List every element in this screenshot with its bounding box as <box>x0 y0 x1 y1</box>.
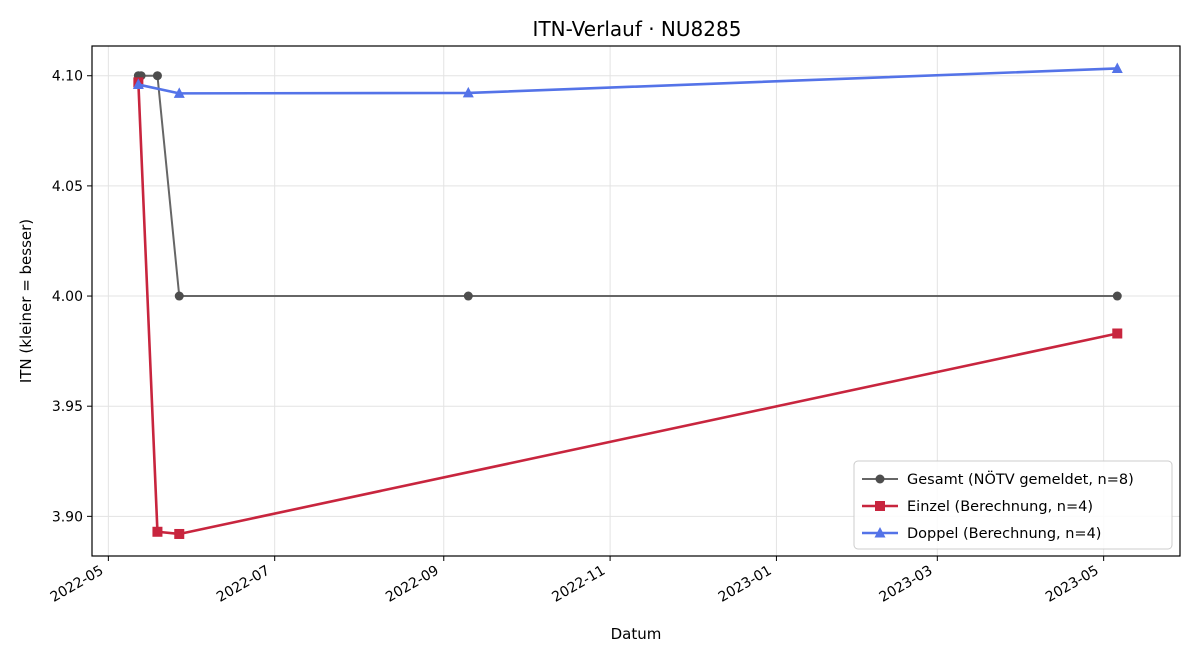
square-point <box>174 528 185 539</box>
y-tick-label: 4.00 <box>52 289 83 305</box>
y-axis-ticks: 3.90 3.95 4.00 4.05 4.10 <box>52 69 92 525</box>
series-layer <box>132 62 1123 539</box>
circle-point <box>463 291 473 301</box>
series-3 <box>132 62 1123 98</box>
legend-entry: Doppel (Berechnung, n=4) <box>862 526 1101 542</box>
x-tick-label: 2023-05 <box>1043 563 1102 606</box>
x-tick-label: 2023-03 <box>877 563 936 606</box>
series-line <box>137 82 1118 536</box>
series-line <box>138 67 1118 95</box>
legend-label: Gesamt (NÖTV gemeldet, n=8) <box>907 470 1134 488</box>
triangle-point <box>462 86 474 98</box>
square-point <box>152 526 163 537</box>
x-axis-label: Datum <box>611 625 662 643</box>
x-tick-label: 2022-05 <box>48 563 107 606</box>
series-1 <box>133 71 1122 301</box>
y-tick-label: 3.90 <box>52 509 83 525</box>
legend-box <box>853 460 1173 550</box>
y-tick-label: 3.95 <box>52 399 83 415</box>
legend-marker <box>875 474 885 484</box>
x-tick-label: 2023-01 <box>716 563 775 606</box>
legend-marker <box>875 501 885 511</box>
triangle-point <box>1111 62 1123 73</box>
legend-label: Doppel (Berechnung, n=4) <box>907 526 1101 542</box>
y-axis-label: ITN (kleiner = besser) <box>17 219 35 383</box>
chart-title: ITN-Verlauf · NU8285 <box>533 17 742 41</box>
triangle-point <box>132 78 144 90</box>
circle-point <box>174 291 184 301</box>
x-tick-label: 2022-07 <box>214 563 273 606</box>
circle-point <box>1112 291 1122 301</box>
legend-marker <box>874 527 886 538</box>
legend-entry: Einzel (Berechnung, n=4) <box>862 499 1093 515</box>
x-tick-label: 2022-11 <box>549 563 608 606</box>
legend: Gesamt (NÖTV gemeldet, n=8) Einzel (Berec… <box>853 460 1173 550</box>
x-tick-label: 2022-09 <box>383 563 442 606</box>
y-tick-label: 4.05 <box>52 179 83 195</box>
plot-area-frame <box>91 45 1181 557</box>
triangle-point <box>173 87 185 98</box>
y-tick-label: 4.10 <box>52 69 83 85</box>
legend-entry: Gesamt (NÖTV gemeldet, n=8) <box>862 470 1134 488</box>
circle-point <box>152 71 162 81</box>
square-point <box>1112 328 1123 339</box>
x-axis-ticks: 2022-05 2022-07 2022-09 2022-11 2023-01 2023-… <box>48 556 1105 606</box>
legend-label: Einzel (Berechnung, n=4) <box>907 499 1093 515</box>
